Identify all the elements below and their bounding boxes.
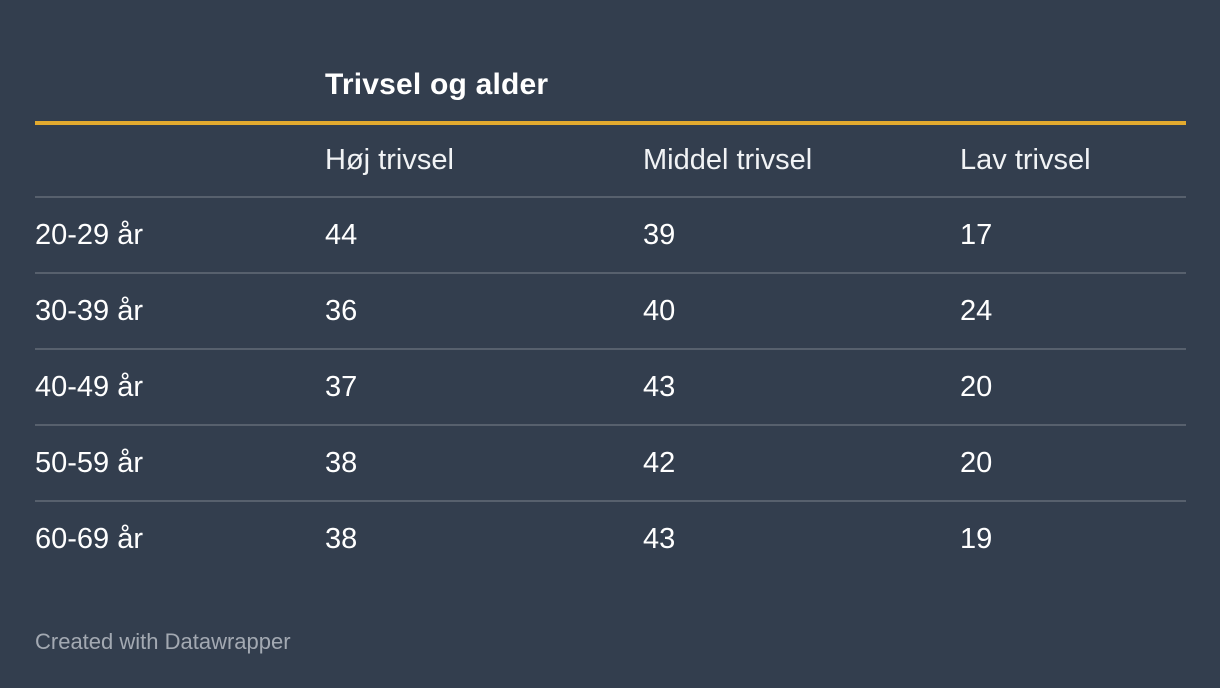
column-header-empty xyxy=(35,125,325,198)
table-cell: 36 xyxy=(325,273,643,350)
table-cell: 38 xyxy=(325,425,643,502)
table-cell: 40 xyxy=(643,273,960,350)
table-row: 30-39 år 36 40 24 xyxy=(35,273,1186,350)
table-row: 50-59 år 38 42 20 xyxy=(35,425,1186,502)
title-accent-rule xyxy=(35,121,1186,125)
table-cell: 43 xyxy=(643,523,676,555)
table-header: Høj trivsel Middel trivsel Lav trivsel xyxy=(35,125,1186,198)
table-row: 20-29 år 44 39 17 xyxy=(35,197,1186,274)
table-cell: 20 xyxy=(960,349,1186,426)
table-cell: 42 xyxy=(643,425,960,502)
table-cell: 19 xyxy=(960,523,993,555)
table-cell: 44 xyxy=(325,197,643,274)
table-cell: 43 xyxy=(643,349,960,426)
header-row: Høj trivsel Middel trivsel Lav trivsel xyxy=(35,125,1186,198)
table-cell: 17 xyxy=(960,197,1186,274)
column-header-lav-trivsel: Lav trivsel xyxy=(960,125,1186,198)
table-cell: 39 xyxy=(643,197,960,274)
table-cell: 20 xyxy=(960,425,1186,502)
row-label: 20-29 år xyxy=(35,197,325,274)
table-body: 20-29 år 44 39 17 30-39 år 36 40 24 40-4… xyxy=(35,197,1186,576)
data-table: Høj trivsel Middel trivsel Lav trivsel 2… xyxy=(35,125,1186,576)
table-row: 60-69 år 38 43 19 xyxy=(35,501,1186,576)
chart-title: Trivsel og alder xyxy=(325,68,549,101)
row-label: 60-69 år xyxy=(35,523,144,555)
table-cell: 37 xyxy=(325,349,643,426)
table-cell: 24 xyxy=(960,273,1186,350)
row-label: 30-39 år xyxy=(35,273,325,350)
title-row: Trivsel og alder xyxy=(35,0,1186,102)
column-header-hoj-trivsel: Høj trivsel xyxy=(325,125,643,198)
row-label: 50-59 år xyxy=(35,425,325,502)
row-label: 40-49 år xyxy=(35,349,325,426)
column-header-middel-trivsel: Middel trivsel xyxy=(643,125,960,198)
attribution-footer: Created with Datawrapper xyxy=(35,628,1186,656)
table-row: 40-49 år 37 43 20 xyxy=(35,349,1186,426)
datawrapper-attribution-link[interactable]: Created with Datawrapper xyxy=(35,629,291,654)
table-cell: 38 xyxy=(325,523,358,555)
